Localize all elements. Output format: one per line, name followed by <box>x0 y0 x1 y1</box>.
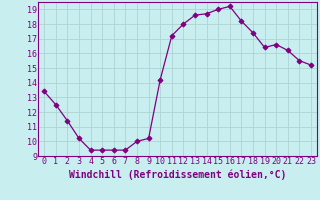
X-axis label: Windchill (Refroidissement éolien,°C): Windchill (Refroidissement éolien,°C) <box>69 169 286 180</box>
